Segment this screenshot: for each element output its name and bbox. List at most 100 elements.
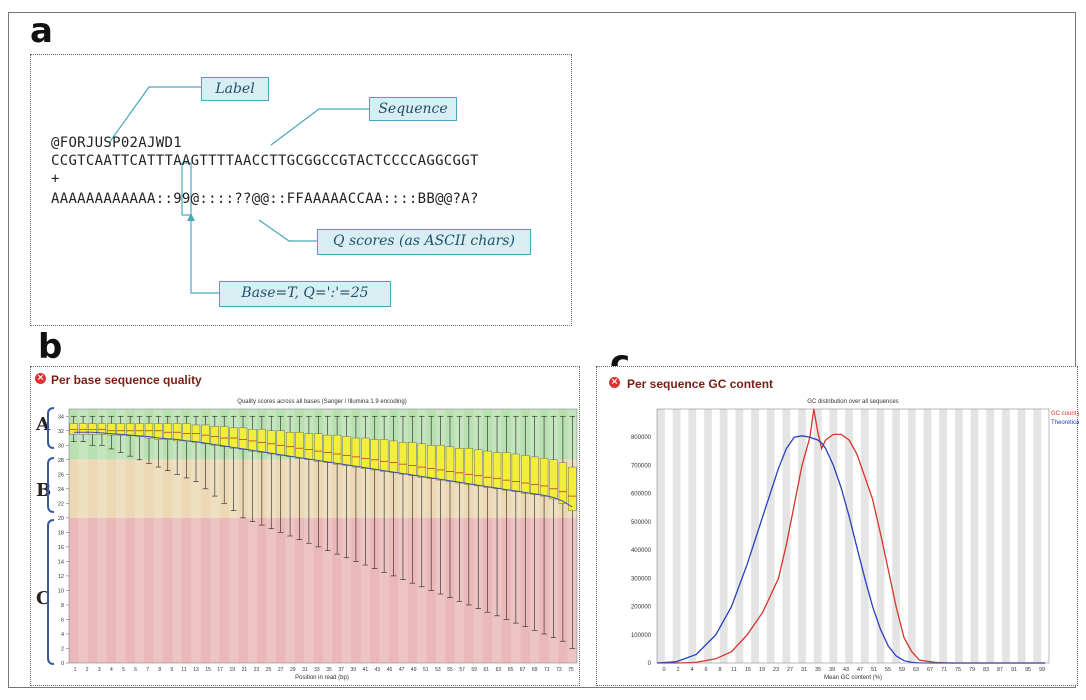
- x-tick-label: 87: [997, 667, 1003, 673]
- x-tick-label: 0: [662, 667, 665, 673]
- bracket-c: [47, 519, 55, 665]
- box: [417, 443, 426, 478]
- box: [116, 423, 125, 436]
- y-tick-label: 30: [58, 443, 64, 449]
- fastq-label-line: @FORJUSP02AJWD1: [51, 135, 182, 151]
- box: [267, 430, 276, 455]
- quality-band-reasonable: [69, 459, 577, 518]
- gc-x-axis-title: Mean GC content (%): [823, 675, 883, 681]
- x-tick-label: 23: [773, 667, 779, 673]
- box: [69, 423, 78, 435]
- x-tick-label: 4: [690, 667, 693, 673]
- label-callout: Label: [201, 77, 269, 101]
- quality-x-axis-title: Position in read (bp): [295, 675, 349, 681]
- column-stripe: [798, 409, 806, 663]
- x-tick-label: 35: [326, 667, 332, 673]
- x-tick-label: 75: [955, 667, 961, 673]
- box: [474, 449, 483, 487]
- y-tick-label: 14: [58, 559, 64, 565]
- column-stripe: [907, 409, 916, 663]
- column-stripe: [845, 409, 853, 663]
- column-stripe: [134, 409, 145, 663]
- box: [530, 456, 539, 495]
- box: [539, 458, 549, 497]
- box: [314, 433, 323, 462]
- x-tick-label: 99: [1039, 667, 1045, 673]
- y-tick-label: 20: [58, 516, 64, 522]
- qscores-callout: Q scores (as ASCII chars): [317, 229, 531, 255]
- x-tick-label: 67: [520, 667, 526, 673]
- box: [398, 442, 408, 475]
- column-stripe: [954, 409, 963, 663]
- x-tick-label: 49: [411, 667, 417, 673]
- column-stripe: [172, 409, 182, 663]
- x-tick-label: 33: [314, 667, 320, 673]
- column-stripe: [704, 409, 712, 663]
- label-connector: [108, 86, 201, 144]
- region-label-a: A: [36, 414, 50, 435]
- base-arrow-head: [187, 213, 195, 221]
- x-tick-label: 3: [98, 667, 101, 673]
- column-stripe: [153, 409, 164, 663]
- x-tick-label: 2: [86, 667, 89, 673]
- x-tick-label: 47: [399, 667, 405, 673]
- x-tick-label: 95: [1025, 667, 1031, 673]
- x-tick-label: 8: [158, 667, 161, 673]
- column-stripe: [116, 409, 126, 663]
- x-tick-label: 31: [302, 667, 308, 673]
- region-brackets: [47, 407, 55, 665]
- bracket-b: [47, 457, 55, 513]
- column-stripe: [657, 409, 665, 663]
- box: [285, 432, 295, 458]
- gc-chart: 0 100000 200000 300000 400000 500000 600000 700…: [631, 408, 1079, 673]
- x-tick-label: 47: [857, 667, 863, 673]
- fastq-separator-line: +: [51, 171, 60, 187]
- box: [558, 462, 568, 504]
- x-tick-label: 13: [193, 667, 199, 673]
- error-icon: ×: [609, 377, 620, 388]
- y-tick-label: 4: [61, 632, 64, 638]
- box: [88, 423, 97, 435]
- box: [436, 445, 445, 481]
- x-tick-label: 1: [74, 667, 77, 673]
- x-tick-label: 55: [447, 667, 453, 673]
- x-tick-label: 35: [815, 667, 821, 673]
- x-tick-label: 2: [676, 667, 679, 673]
- mean-line: [73, 431, 573, 508]
- x-tick-label: 27: [787, 667, 793, 673]
- legend-entry-0: GC count per read: [1051, 411, 1079, 417]
- column-stripe: [813, 409, 822, 663]
- x-tick-label: 23: [254, 667, 260, 673]
- box: [182, 423, 191, 442]
- box: [295, 432, 304, 459]
- y-tick-label: 22: [58, 501, 64, 507]
- box: [201, 424, 210, 445]
- x-tick-label: 71: [941, 667, 947, 673]
- y-tick-label: 400000: [631, 548, 652, 554]
- sequence-connector: [270, 108, 371, 146]
- y-tick-label: 16: [58, 545, 64, 551]
- box: [210, 426, 219, 446]
- panel-c-box: × Per sequence GC content GC distributio…: [596, 366, 1079, 686]
- y-tick-label: 800000: [631, 435, 652, 441]
- x-tick-label: 15: [205, 667, 211, 673]
- column-stripe: [782, 409, 791, 663]
- box: [455, 447, 464, 484]
- box: [389, 440, 398, 474]
- figure-frame: [8, 12, 1076, 688]
- box: [427, 445, 436, 479]
- panel-a-connectors: [108, 86, 371, 294]
- quality-chart-title: Quality scores across all bases (Sanger …: [237, 399, 407, 405]
- y-tick-label: 600000: [631, 492, 652, 498]
- x-tick-label: 19: [230, 667, 236, 673]
- y-tick-label: 12: [58, 574, 64, 580]
- y-tick-label: 200000: [631, 605, 652, 611]
- x-tick-label: 69: [532, 667, 538, 673]
- column-stripe: [1017, 409, 1026, 663]
- x-tick-label: 6: [704, 667, 707, 673]
- y-tick-label: 0: [648, 661, 652, 667]
- panel-a-box: Label Sequence @FORJUSP02AJWD1 CCGTCAATT…: [30, 54, 572, 326]
- y-tick-label: 8: [61, 603, 64, 609]
- x-tick-label: 21: [242, 667, 248, 673]
